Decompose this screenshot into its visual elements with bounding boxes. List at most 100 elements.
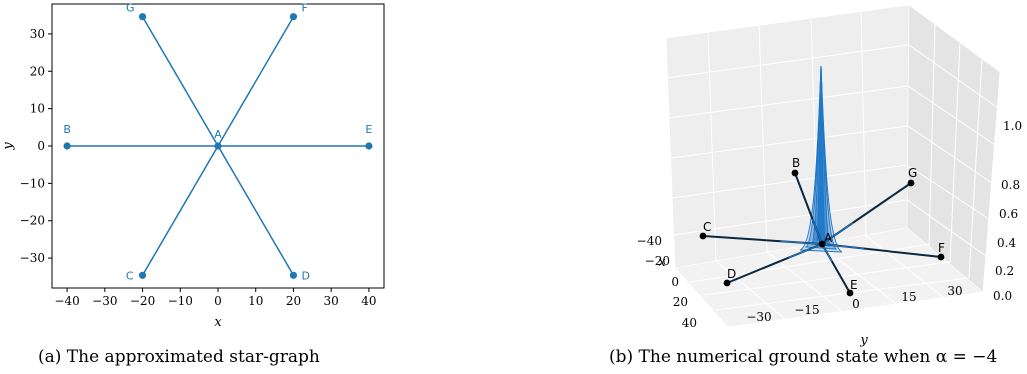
edge-overlay xyxy=(821,222,854,245)
grid-line xyxy=(666,44,909,79)
z-axis-ticks-3d: 0.0 0.2 0.4 0.6 0.8 1.0 xyxy=(993,119,1022,303)
z-tick-label-3d: 0.8 xyxy=(1001,178,1020,192)
grid-line xyxy=(707,31,717,262)
node-label-3d-C: C xyxy=(703,220,711,234)
z-tick-label-3d: 0.2 xyxy=(995,264,1014,278)
edge-A-C xyxy=(141,145,219,276)
y-tick-label-3d: 15 xyxy=(901,290,916,304)
node-label-3d-B: B xyxy=(792,156,800,170)
node-3d-D xyxy=(723,279,731,287)
x-tick-label-3d: 40 xyxy=(682,316,697,330)
node-label-C: C xyxy=(126,269,134,282)
x-tick-label-3d: −20 xyxy=(645,254,670,268)
x-axis-ticks: −40 −30 −20 −10 0 10 20 30 40 xyxy=(54,288,377,308)
node-label-3d-A: A xyxy=(824,231,833,245)
x-tick-label: 20 xyxy=(286,294,301,308)
edge-A-F xyxy=(217,16,295,147)
y-axis-label-3d: y xyxy=(859,333,868,348)
x-tick-label: 30 xyxy=(324,294,339,308)
y-tick-label: −30 xyxy=(20,251,45,265)
x-tick-label: −40 xyxy=(54,294,79,308)
x-tick-label: 0 xyxy=(214,294,222,308)
y-axis-ticks: −30 −20 −10 0 10 20 30 xyxy=(20,27,52,265)
node-label-3d-G: G xyxy=(908,166,917,180)
grid-line xyxy=(907,85,996,146)
y-tick-label-3d: −15 xyxy=(794,303,819,317)
grid-line xyxy=(906,164,990,220)
node-label-3d-F: F xyxy=(938,241,945,255)
edge-A-D xyxy=(217,145,295,276)
y-tick-label: −10 xyxy=(20,176,45,190)
grid-line xyxy=(860,10,867,237)
x-tick-label: −20 xyxy=(130,294,155,308)
graph-nodes-3d: A B C D E F G xyxy=(699,156,945,297)
node-A xyxy=(214,142,222,150)
x-tick-label-3d: 0 xyxy=(671,275,679,289)
x-tick-label: 40 xyxy=(361,294,376,308)
y-tick-label: 10 xyxy=(30,102,45,116)
x-tick-label-3d: 20 xyxy=(673,295,688,309)
y-tick-label-3d: 30 xyxy=(947,284,962,298)
x-tick-label: 10 xyxy=(248,294,263,308)
peak-layer xyxy=(816,65,826,243)
node-C xyxy=(138,271,147,279)
grid-line xyxy=(715,260,786,320)
grid-lines xyxy=(666,10,999,320)
peak-surface xyxy=(799,65,843,253)
grid-line xyxy=(908,44,999,109)
x-axis-label-3d: x xyxy=(658,255,666,270)
node-3d-B xyxy=(791,169,799,177)
caption-a: (a) The approximated star-graph xyxy=(38,347,320,367)
z-tick-label-3d: 0.4 xyxy=(997,236,1016,250)
x-axis-ticks-3d: −40 −200 20 40 xyxy=(637,234,697,330)
x-tick-label: −10 xyxy=(168,294,193,308)
node-3d-G xyxy=(907,179,915,187)
node-F xyxy=(289,13,298,21)
node-D xyxy=(289,271,298,279)
grid-line xyxy=(703,261,951,296)
z-tick-label-3d: 1.0 xyxy=(1003,119,1022,133)
node-3d-C xyxy=(699,232,707,240)
y-axis-ticks-3d: −30 −15 0 15 30 xyxy=(746,284,962,324)
y-tick-label: 30 xyxy=(30,27,45,41)
node-3d-E xyxy=(846,289,854,297)
node-label-D: D xyxy=(301,269,309,282)
edge-overlay xyxy=(821,243,864,250)
node-label-3d-E: E xyxy=(850,278,858,292)
edge-overlay xyxy=(780,240,823,245)
grid-line xyxy=(906,199,987,257)
edge-A-G xyxy=(141,16,219,147)
y-axis-label: y xyxy=(1,142,16,151)
x-tick-label: −30 xyxy=(92,294,117,308)
node-B xyxy=(63,142,71,150)
x-tick-label-3d: −40 xyxy=(637,234,662,248)
grid-line xyxy=(715,277,969,311)
graph-edges-3d xyxy=(702,172,942,294)
z-tick-label-3d: 0.6 xyxy=(999,207,1018,221)
y-tick-label: 0 xyxy=(37,139,45,153)
node-label-B: B xyxy=(63,123,71,136)
edge-overlay xyxy=(788,243,823,259)
edge-overlay xyxy=(811,218,823,245)
grid-line xyxy=(690,243,931,283)
y-tick-label: 20 xyxy=(30,64,45,78)
y-tick-label-3d: 0 xyxy=(852,297,860,311)
y-tick-label: −20 xyxy=(20,214,45,228)
grid-line xyxy=(928,23,936,247)
y-tick-label-3d: −30 xyxy=(746,310,771,324)
grid-line xyxy=(907,125,993,184)
grid-line xyxy=(668,85,909,119)
node-3d-F xyxy=(937,253,945,261)
grid-line xyxy=(671,164,908,199)
grid-line xyxy=(670,125,909,159)
caption-b: (b) The numerical ground state when α = … xyxy=(609,347,997,367)
graph-nodes: A B C D E F G xyxy=(63,2,373,282)
node-label-A: A xyxy=(214,128,222,141)
star-graph-plot: A B C D E F G −40 −30 −20 −10 0 10 20 30 40 −30 −20 −10 0… xyxy=(1,2,385,330)
node-label-F: F xyxy=(301,2,307,15)
grid-line xyxy=(865,235,945,299)
z-tick-label-3d: 0.0 xyxy=(993,289,1012,303)
node-label-G: G xyxy=(126,2,135,15)
